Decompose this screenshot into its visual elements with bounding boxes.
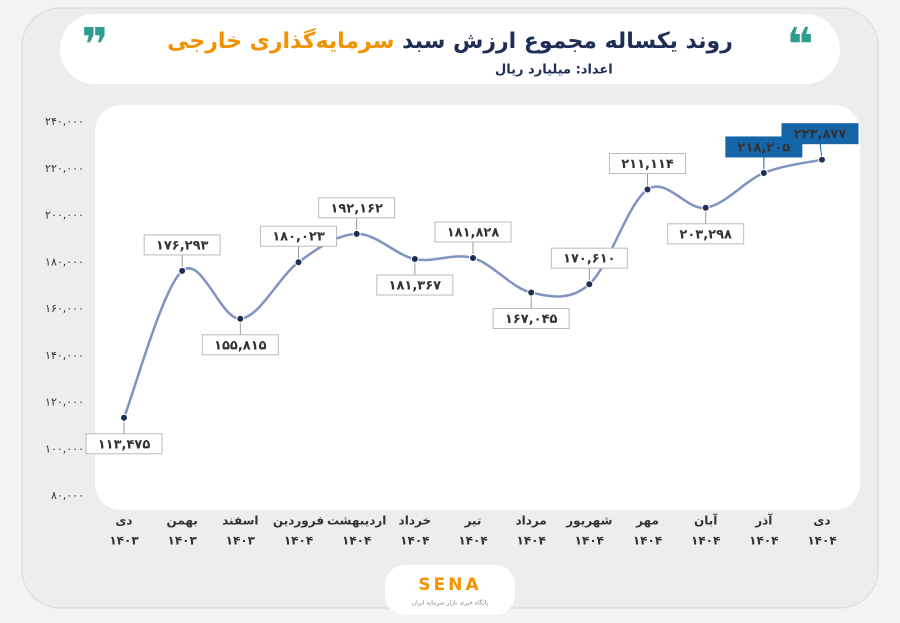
y-tick-label: ۱۶۰,۰۰۰ [45, 302, 84, 315]
data-label: ۱۸۱,۳۶۷ [389, 279, 442, 294]
x-tick-year: ۱۴۰۴ [400, 534, 429, 548]
x-tick-year: ۱۴۰۴ [517, 534, 546, 548]
x-tick-label: اسفند [222, 514, 258, 528]
x-tick-label: تیر [464, 514, 482, 528]
x-tick-year: ۱۴۰۳ [109, 534, 139, 548]
line [122, 158, 823, 419]
point [818, 155, 826, 164]
point [701, 203, 710, 212]
x-tick-label: اردیبهشت [327, 514, 386, 528]
label-box [609, 153, 686, 175]
plot-area [95, 105, 860, 510]
x-tick-year: ۱۴۰۴ [807, 534, 836, 548]
data-label: ۱۷۰,۶۱۰ [563, 252, 616, 267]
x-tick-year: ۱۴۰۴ [458, 534, 487, 548]
label-box [434, 221, 512, 243]
data-label: ۱۹۲,۱۶۲ [330, 201, 383, 216]
data-label: ۱۱۳,۴۷۵ [98, 437, 151, 452]
data-label: ۱۵۵,۸۱۵ [214, 338, 267, 353]
data-label: ۲۱۸,۲۰۵ [738, 140, 791, 155]
x-tick-year: ۱۴۰۴ [633, 534, 662, 548]
quote-mark: ❝ [787, 18, 814, 72]
label-box [260, 225, 337, 247]
x-tick-label: دی [813, 514, 830, 528]
data-label: ۱۷۶,۲۹۳ [156, 238, 209, 253]
point [527, 288, 536, 297]
y-tick-label: ۲۴۰,۰۰۰ [45, 115, 84, 128]
data-label: ۲۰۳,۲۹۸ [679, 227, 732, 242]
y-tick-label: ۱۴۰,۰۰۰ [45, 349, 84, 362]
x-tick-year: ۱۴۰۴ [284, 534, 313, 548]
y-tick-label: ۱۲۰,۰۰۰ [45, 396, 84, 409]
data-label: ۲۱۱,۱۱۴ [621, 157, 674, 172]
point [410, 255, 419, 264]
x-tick-label: دی [115, 514, 132, 528]
x-tick-label: فروردین [273, 514, 324, 529]
title-highlight: سرمایه‌گذاری خارجی [167, 27, 394, 54]
x-tick-year: ۱۴۰۳ [226, 534, 256, 548]
y-tick-label: ۸۰,۰۰۰ [51, 489, 84, 502]
logo-tagline: پایگاه خبری بازار سرمایه ایران [412, 599, 489, 607]
point [643, 185, 652, 194]
title-pill [60, 14, 840, 84]
x-tick-label: مرداد [516, 514, 547, 528]
data-label: ۲۲۳,۸۷۷ [794, 127, 847, 142]
label-box [143, 234, 221, 256]
point [469, 253, 477, 262]
label-box [376, 274, 454, 296]
data-label: ۱۸۰,۰۲۳ [272, 230, 325, 245]
label-box [318, 197, 396, 219]
x-tick-year: ۱۴۰۴ [749, 534, 778, 548]
x-tick-year: ۱۴۰۴ [342, 534, 371, 548]
x-tick-label: آذر [754, 513, 773, 528]
x-tick-label: شهریور [565, 514, 612, 529]
y-tick-label: ۲۲۰,۰۰۰ [45, 162, 84, 175]
chart-title: روند یکساله مجموع ارزش سبد سرمایه‌گذاری … [167, 27, 733, 54]
x-tick-label: بهمن [167, 514, 198, 528]
quote-mark: ❞ [82, 18, 109, 72]
y-tick-label: ۲۰۰,۰۰۰ [45, 209, 84, 222]
x-tick-year: ۱۴۰۳ [168, 534, 198, 548]
point [120, 413, 128, 422]
title-main: روند یکساله مجموع ارزش سبد [402, 29, 733, 54]
x-tick-year: ۱۴۰۴ [575, 534, 604, 548]
data-label: ۱۸۱,۸۲۸ [447, 225, 500, 240]
label-box [550, 247, 628, 269]
logo: SENA [418, 575, 481, 595]
label-box [667, 223, 745, 245]
x-tick-label: آبان [694, 513, 718, 528]
point [352, 229, 361, 238]
x-tick-label: مهر [635, 514, 659, 528]
y-tick-label: ۱۸۰,۰۰۰ [45, 255, 84, 268]
logo-pill [385, 565, 515, 615]
label-box [85, 433, 163, 455]
point [759, 168, 768, 177]
label-box [492, 308, 570, 330]
point [178, 266, 187, 275]
point [236, 314, 245, 323]
x-tick-label: خرداد [399, 514, 432, 528]
label-box [201, 334, 279, 356]
y-tick-label: ۱۰۰,۰۰۰ [45, 442, 84, 455]
x-tick-year: ۱۴۰۴ [691, 534, 720, 548]
subtitle: اعداد: میلیارد ریال [495, 63, 613, 78]
label-box [781, 123, 859, 145]
data-label: ۱۶۷,۰۴۵ [505, 312, 558, 327]
point [585, 280, 594, 289]
point [294, 258, 303, 267]
